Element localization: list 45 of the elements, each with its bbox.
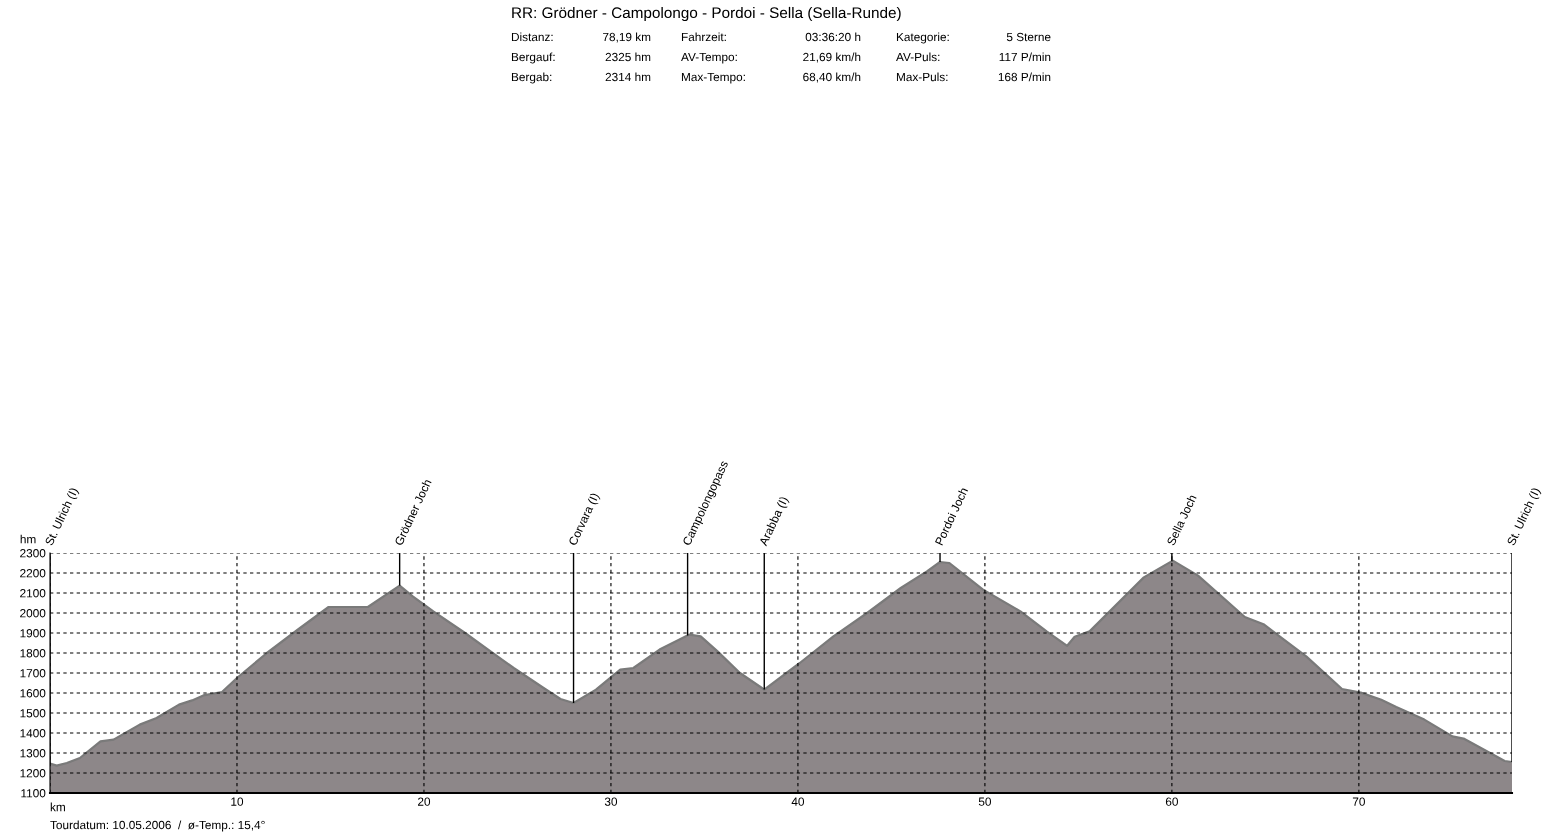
y-tick-label: 2100	[20, 589, 46, 598]
text: 2314 hm	[605, 72, 651, 82]
ref-line-label: St. Ulrich (I)	[1506, 486, 1543, 547]
y-tick-label: 2300	[20, 549, 46, 558]
x-tick-label: 20	[417, 797, 431, 806]
text: AV-Tempo:	[681, 52, 737, 64]
text: 168 P/min	[998, 72, 1051, 82]
text: 117 P/min	[999, 52, 1051, 62]
text: 68,40 km/h	[803, 72, 861, 83]
y-tick-label: 1900	[20, 629, 46, 638]
text: 5 Sterne	[1006, 32, 1051, 42]
x-tick-label: 40	[791, 797, 805, 806]
ref-line-label: Sella Joch	[1166, 494, 1197, 546]
x-axis-title: km	[50, 802, 65, 812]
y-tick-label: 1200	[20, 769, 46, 778]
y-axis-title: hm	[20, 534, 36, 544]
y-tick-label: 1800	[20, 649, 46, 658]
text: 2325 hm	[605, 52, 651, 62]
text: Max-Puls:	[896, 72, 948, 82]
text: Tourdatum: 10.05.2006 / ø-Temp.: 15,4°	[50, 820, 265, 832]
ref-line-label: St. Ulrich (I)	[44, 486, 81, 547]
text: Fahrzeit:	[681, 32, 726, 42]
text: 03:36:20 h	[805, 32, 861, 42]
x-tick-label: 70	[1352, 797, 1365, 806]
text: 78,19 km	[603, 32, 651, 43]
y-tick-label: 2000	[20, 609, 46, 618]
text: Max-Tempo:	[681, 72, 745, 84]
y-tick-label: 1100	[21, 789, 46, 798]
x-tick-label: 10	[231, 797, 244, 806]
text: Bergab:	[511, 72, 552, 84]
x-tick-label: 60	[1165, 797, 1178, 806]
y-tick-label: 2200	[20, 569, 46, 578]
text: Distanz:	[511, 32, 553, 42]
chart-title: RR: Grödner - Campolongo - Pordoi - Sella (Sella-Runde)	[512, 6, 901, 22]
text: AV-Puls:	[896, 52, 940, 62]
text: 21,69 km/h	[803, 52, 861, 63]
text: Kategorie:	[896, 32, 949, 44]
y-tick-label: 1700	[20, 669, 46, 678]
y-tick-label: 1300	[20, 749, 46, 758]
y-tick-label: 1400	[20, 729, 46, 738]
text: Bergauf:	[511, 52, 555, 64]
x-tick-label: 50	[978, 797, 992, 806]
x-tick-label: 30	[604, 797, 618, 806]
y-tick-label: 1500	[20, 709, 46, 718]
y-tick-label: 1600	[20, 689, 46, 698]
